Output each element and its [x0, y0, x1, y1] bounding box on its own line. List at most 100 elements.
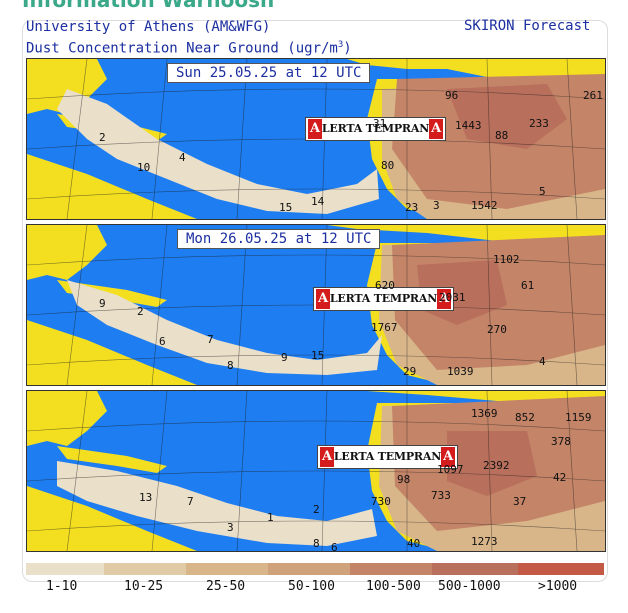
dust-value: 733 — [431, 489, 451, 502]
forecast-date-1: Sun 25.05.25 at 12 UTC — [167, 63, 371, 83]
map-graphic-2 — [27, 225, 605, 385]
dust-value: 2392 — [483, 459, 510, 472]
dust-value: 15 — [311, 349, 325, 362]
dust-value: 37 — [513, 495, 527, 508]
legend-swatch-1-10 — [26, 563, 104, 575]
dust-value: 31 — [373, 117, 387, 130]
land-south-america — [27, 154, 197, 219]
dust-value: 5 — [539, 185, 546, 198]
legend-label: 50-100 — [288, 579, 335, 594]
dust-value: 15 — [279, 201, 293, 214]
dust-value: 1273 — [471, 535, 498, 548]
dust-value: 10 — [137, 161, 151, 174]
legend-label: 500-1000 — [438, 579, 501, 594]
alerta-temprana-logo-3: A LERTA TEMPRAN A — [317, 445, 458, 469]
dust-value: 96 — [445, 89, 459, 102]
map-graphic-1 — [27, 59, 605, 219]
dust-value: 2 — [313, 503, 320, 516]
map-panel-1: Sun 25.05.25 at 12 UTC A LERTA TEMPRAN A 2… — [26, 58, 606, 220]
dust-plume-transatlantic — [57, 89, 379, 214]
land-south-america — [27, 486, 197, 551]
dust-sahara-hotspot — [447, 84, 567, 149]
dust-value: 23 — [405, 201, 419, 214]
legend-swatch-50-100 — [268, 563, 350, 575]
dust-value: 7 — [207, 333, 214, 346]
dust-value: 852 — [515, 411, 535, 424]
dust-value: 6 — [159, 335, 166, 348]
dust-value: 8 — [227, 359, 234, 372]
dust-value: 1369 — [471, 407, 498, 420]
dust-plume — [57, 396, 605, 551]
alerta-temprana-logo-1: A LERTA TEMPRAN A — [305, 117, 446, 141]
header-left: University of Athens (AM&WFG) Dust Conce… — [26, 18, 352, 58]
legend-label: 1-10 — [46, 579, 78, 594]
dust-value: 3 — [227, 521, 234, 534]
dust-value: 40 — [407, 537, 421, 550]
dust-plume-transatlantic — [57, 461, 377, 546]
dust-value: 378 — [551, 435, 571, 448]
dust-value: 8 — [313, 537, 320, 550]
dust-value: 1443 — [455, 119, 482, 132]
legend-swatch-10-25 — [104, 563, 186, 575]
dust-value: 42 — [553, 471, 567, 484]
graticule — [27, 225, 605, 385]
dust-plume — [67, 235, 605, 385]
dust-value: 61 — [521, 279, 535, 292]
legend-label: 25-50 — [206, 579, 246, 594]
dust-value: 88 — [495, 129, 509, 142]
land-caribbean-north — [27, 391, 107, 446]
land-north-america — [27, 59, 605, 81]
land-south-america — [27, 320, 197, 385]
dust-value: 13 — [139, 491, 153, 504]
dust-value: 1542 — [471, 199, 498, 212]
dust-value: 9 — [99, 297, 106, 310]
map-panel-3: A LERTA TEMPRAN A 13 7 2 3 1 6 8 730 733 9… — [26, 390, 606, 552]
dust-value: 7 — [187, 495, 194, 508]
dust-value: 2 — [99, 131, 106, 144]
color-legend: 1-10 10-25 25-50 50-100 100-500 500-1000… — [26, 563, 604, 603]
dust-value: 730 — [371, 495, 391, 508]
dust-value: 1039 — [447, 365, 474, 378]
dust-value: 4 — [179, 151, 186, 164]
dust-value: 2 — [137, 305, 144, 318]
dust-value: 3 — [433, 199, 440, 212]
land-north-america — [27, 391, 605, 403]
dust-value: 1159 — [565, 411, 592, 424]
dust-sahara-hotspot — [447, 431, 537, 496]
land-cuba — [57, 446, 167, 473]
land-caribbean-north — [27, 59, 107, 114]
dust-value: 80 — [381, 159, 395, 172]
legend-swatch-100-500 — [350, 563, 432, 575]
dust-value: 1102 — [493, 253, 520, 266]
legend-label: 100-500 — [366, 579, 421, 594]
top-banner: Information Warnoosh — [0, 0, 628, 12]
header-variable: Dust Concentration Near Ground (ugr/m3) — [26, 40, 352, 57]
land-caribbean-north — [27, 225, 107, 280]
map-graphic-3 — [27, 391, 605, 551]
dust-value: 1097 — [437, 463, 464, 476]
legend-label: >1000 — [538, 579, 578, 594]
dust-value: 1767 — [371, 321, 398, 334]
dust-value: 261 — [583, 89, 603, 102]
forecast-date-2: Mon 26.05.25 at 12 UTC — [177, 229, 381, 249]
dust-value: 29 — [403, 365, 417, 378]
dust-value: 1 — [267, 511, 274, 524]
banner-text: Information Warnoosh — [22, 0, 275, 12]
dust-value: 6 — [331, 541, 338, 552]
map-panel-2: Mon 26.05.25 at 12 UTC A LERTA TEMPRAN A 9… — [26, 224, 606, 386]
dust-value: 233 — [529, 117, 549, 130]
legend-swatch-gt1000 — [518, 563, 604, 575]
dust-value: 620 — [375, 279, 395, 292]
dust-value: 270 — [487, 323, 507, 336]
header-forecast-source: SKIRON Forecast — [464, 18, 591, 34]
header-institution: University of Athens (AM&WFG) — [26, 19, 271, 35]
dust-value: 4 — [539, 355, 546, 368]
dust-value: 14 — [311, 195, 325, 208]
graticule — [27, 391, 605, 551]
alerta-temprana-logo-2: A LERTA TEMPRAN A — [313, 287, 454, 311]
legend-swatch-500-1000 — [432, 563, 518, 575]
legend-swatch-25-50 — [186, 563, 268, 575]
legend-label: 10-25 — [124, 579, 164, 594]
land-north-america — [27, 225, 605, 243]
dust-value: 98 — [397, 473, 411, 486]
